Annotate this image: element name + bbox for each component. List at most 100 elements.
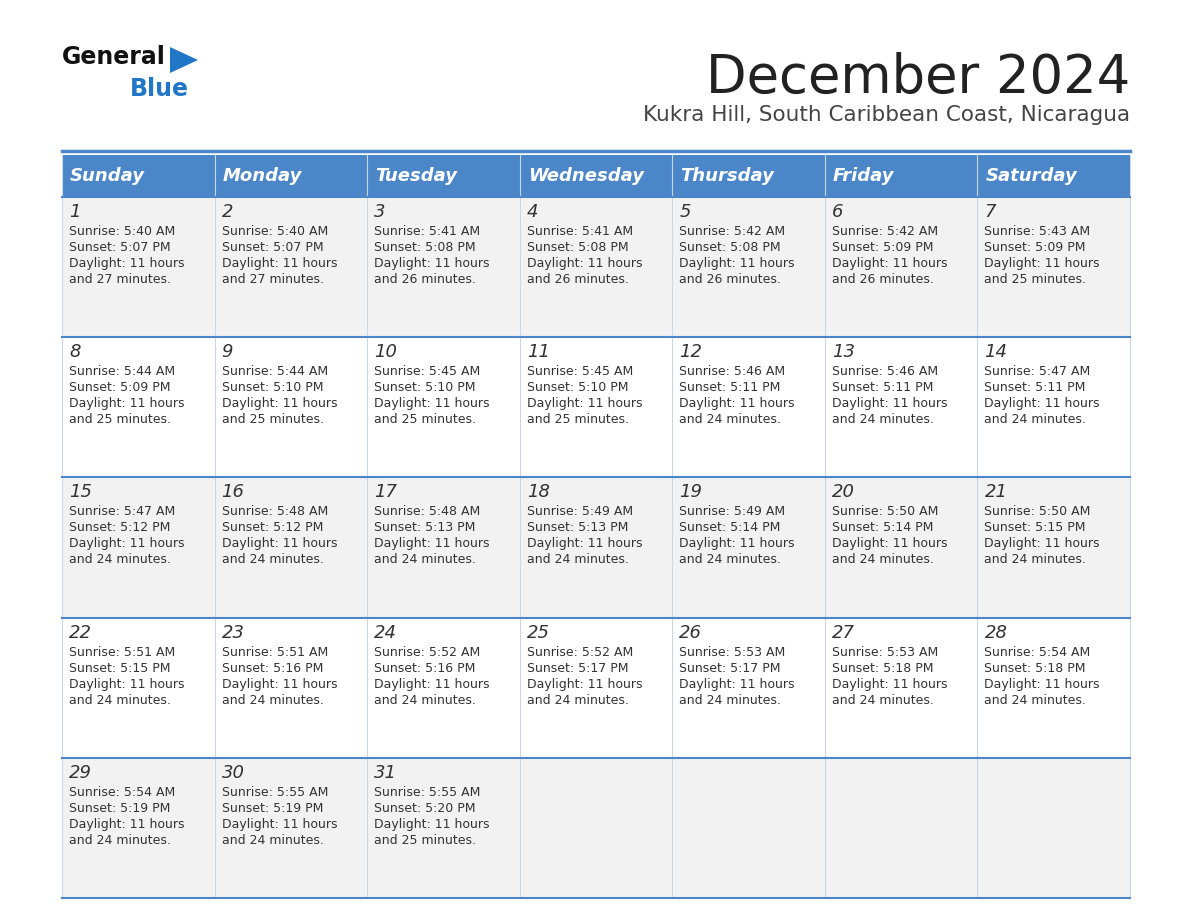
Text: and 24 minutes.: and 24 minutes. (680, 694, 782, 707)
Text: Thursday: Thursday (681, 167, 775, 185)
Text: 23: 23 (222, 623, 245, 642)
Text: Sunrise: 5:41 AM: Sunrise: 5:41 AM (374, 225, 480, 238)
Text: Daylight: 11 hours: Daylight: 11 hours (985, 257, 1100, 270)
Text: and 24 minutes.: and 24 minutes. (69, 694, 171, 707)
Text: and 24 minutes.: and 24 minutes. (832, 554, 934, 566)
Text: and 24 minutes.: and 24 minutes. (526, 694, 628, 707)
Text: Sunrise: 5:41 AM: Sunrise: 5:41 AM (526, 225, 633, 238)
Text: 12: 12 (680, 343, 702, 361)
Text: Sunrise: 5:48 AM: Sunrise: 5:48 AM (374, 506, 480, 519)
Text: Blue: Blue (129, 77, 189, 101)
Text: Sunset: 5:07 PM: Sunset: 5:07 PM (69, 241, 171, 254)
Text: Sunrise: 5:53 AM: Sunrise: 5:53 AM (680, 645, 785, 658)
Text: Daylight: 11 hours: Daylight: 11 hours (69, 537, 184, 551)
Text: 17: 17 (374, 484, 397, 501)
Text: Sunset: 5:18 PM: Sunset: 5:18 PM (832, 662, 934, 675)
Text: 3: 3 (374, 203, 386, 221)
Text: Sunrise: 5:42 AM: Sunrise: 5:42 AM (680, 225, 785, 238)
Text: Daylight: 11 hours: Daylight: 11 hours (222, 257, 337, 270)
Text: Sunrise: 5:52 AM: Sunrise: 5:52 AM (374, 645, 480, 658)
Text: Sunrise: 5:53 AM: Sunrise: 5:53 AM (832, 645, 939, 658)
Text: 18: 18 (526, 484, 550, 501)
Text: Sunset: 5:09 PM: Sunset: 5:09 PM (985, 241, 1086, 254)
Text: Sunrise: 5:54 AM: Sunrise: 5:54 AM (69, 786, 176, 799)
Text: Sunrise: 5:49 AM: Sunrise: 5:49 AM (526, 506, 633, 519)
Text: Sunset: 5:08 PM: Sunset: 5:08 PM (680, 241, 781, 254)
Text: Sunset: 5:08 PM: Sunset: 5:08 PM (526, 241, 628, 254)
Text: 22: 22 (69, 623, 91, 642)
Text: and 24 minutes.: and 24 minutes. (832, 413, 934, 426)
Text: Daylight: 11 hours: Daylight: 11 hours (680, 537, 795, 551)
Text: Daylight: 11 hours: Daylight: 11 hours (526, 397, 643, 410)
Text: and 24 minutes.: and 24 minutes. (222, 834, 323, 846)
Text: Sunrise: 5:50 AM: Sunrise: 5:50 AM (985, 506, 1091, 519)
Text: and 24 minutes.: and 24 minutes. (680, 413, 782, 426)
Text: and 26 minutes.: and 26 minutes. (374, 273, 476, 286)
Text: and 26 minutes.: and 26 minutes. (680, 273, 782, 286)
Text: 9: 9 (222, 343, 233, 361)
Text: Sunrise: 5:47 AM: Sunrise: 5:47 AM (985, 365, 1091, 378)
Text: Sunrise: 5:40 AM: Sunrise: 5:40 AM (69, 225, 176, 238)
Text: 8: 8 (69, 343, 81, 361)
Text: Monday: Monday (222, 167, 302, 185)
Text: 27: 27 (832, 623, 855, 642)
Text: Sunset: 5:14 PM: Sunset: 5:14 PM (680, 521, 781, 534)
Text: Daylight: 11 hours: Daylight: 11 hours (832, 257, 947, 270)
Text: Sunset: 5:11 PM: Sunset: 5:11 PM (680, 381, 781, 394)
Text: and 24 minutes.: and 24 minutes. (985, 413, 1086, 426)
Text: 15: 15 (69, 484, 91, 501)
Text: and 25 minutes.: and 25 minutes. (69, 413, 171, 426)
Text: 5: 5 (680, 203, 690, 221)
Text: 16: 16 (222, 484, 245, 501)
Text: Sunrise: 5:44 AM: Sunrise: 5:44 AM (69, 365, 175, 378)
Text: Saturday: Saturday (985, 167, 1078, 185)
Text: 30: 30 (222, 764, 245, 782)
Text: Sunset: 5:19 PM: Sunset: 5:19 PM (222, 801, 323, 815)
Text: Sunrise: 5:45 AM: Sunrise: 5:45 AM (374, 365, 480, 378)
Text: Sunset: 5:18 PM: Sunset: 5:18 PM (985, 662, 1086, 675)
Text: and 24 minutes.: and 24 minutes. (222, 554, 323, 566)
Text: Daylight: 11 hours: Daylight: 11 hours (374, 397, 489, 410)
Text: Sunrise: 5:46 AM: Sunrise: 5:46 AM (680, 365, 785, 378)
Text: Sunset: 5:10 PM: Sunset: 5:10 PM (222, 381, 323, 394)
Text: Daylight: 11 hours: Daylight: 11 hours (832, 677, 947, 690)
Text: Sunrise: 5:40 AM: Sunrise: 5:40 AM (222, 225, 328, 238)
Text: 14: 14 (985, 343, 1007, 361)
Text: Daylight: 11 hours: Daylight: 11 hours (680, 677, 795, 690)
Text: December 2024: December 2024 (706, 52, 1130, 104)
Text: Daylight: 11 hours: Daylight: 11 hours (374, 677, 489, 690)
Text: Sunset: 5:17 PM: Sunset: 5:17 PM (680, 662, 781, 675)
Text: 10: 10 (374, 343, 397, 361)
Text: 2: 2 (222, 203, 233, 221)
Text: 7: 7 (985, 203, 996, 221)
Text: 11: 11 (526, 343, 550, 361)
Text: Daylight: 11 hours: Daylight: 11 hours (526, 257, 643, 270)
Text: Daylight: 11 hours: Daylight: 11 hours (680, 397, 795, 410)
Bar (978, 155, 1130, 197)
Text: Sunset: 5:10 PM: Sunset: 5:10 PM (526, 381, 628, 394)
Text: and 24 minutes.: and 24 minutes. (526, 554, 628, 566)
Text: Sunrise: 5:52 AM: Sunrise: 5:52 AM (526, 645, 633, 658)
Text: Daylight: 11 hours: Daylight: 11 hours (222, 818, 337, 831)
Bar (62, 477, 1130, 618)
Text: Sunrise: 5:45 AM: Sunrise: 5:45 AM (526, 365, 633, 378)
Text: 28: 28 (985, 623, 1007, 642)
Text: and 24 minutes.: and 24 minutes. (69, 554, 171, 566)
Text: Sunset: 5:15 PM: Sunset: 5:15 PM (985, 521, 1086, 534)
Bar (62, 197, 1130, 337)
Text: Sunset: 5:16 PM: Sunset: 5:16 PM (222, 662, 323, 675)
Text: Sunrise: 5:55 AM: Sunrise: 5:55 AM (222, 786, 328, 799)
Text: Friday: Friday (833, 167, 895, 185)
Text: 26: 26 (680, 623, 702, 642)
Bar (62, 337, 1130, 477)
Text: 29: 29 (69, 764, 91, 782)
Bar (62, 757, 1130, 898)
Bar (519, 155, 672, 197)
Bar (672, 155, 824, 197)
Text: and 24 minutes.: and 24 minutes. (374, 694, 476, 707)
Text: Sunset: 5:14 PM: Sunset: 5:14 PM (832, 521, 934, 534)
Text: Sunrise: 5:50 AM: Sunrise: 5:50 AM (832, 506, 939, 519)
Text: Daylight: 11 hours: Daylight: 11 hours (985, 677, 1100, 690)
Text: Sunrise: 5:55 AM: Sunrise: 5:55 AM (374, 786, 480, 799)
Text: Sunrise: 5:49 AM: Sunrise: 5:49 AM (680, 506, 785, 519)
